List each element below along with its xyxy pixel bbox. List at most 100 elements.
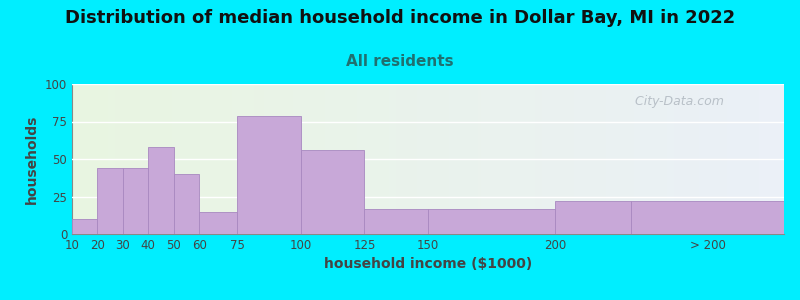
Bar xyxy=(645,84,649,234)
Bar xyxy=(759,84,762,234)
Bar xyxy=(450,84,453,234)
Bar xyxy=(146,84,150,234)
Bar xyxy=(538,84,542,234)
Bar xyxy=(107,84,111,234)
Bar xyxy=(218,84,222,234)
Bar xyxy=(762,84,766,234)
Bar xyxy=(567,84,570,234)
Bar xyxy=(710,84,713,234)
Bar xyxy=(588,84,592,234)
Bar xyxy=(627,84,631,234)
Bar xyxy=(264,84,268,234)
Bar xyxy=(766,84,770,234)
Text: Distribution of median household income in Dollar Bay, MI in 2022: Distribution of median household income … xyxy=(65,9,735,27)
Bar xyxy=(136,84,140,234)
Text: All residents: All residents xyxy=(346,54,454,69)
Bar xyxy=(101,84,104,234)
Bar xyxy=(364,84,367,234)
Bar xyxy=(631,201,784,234)
Bar xyxy=(168,84,172,234)
Bar xyxy=(154,84,158,234)
Bar xyxy=(214,84,218,234)
Bar xyxy=(706,84,710,234)
Bar xyxy=(777,84,781,234)
Bar xyxy=(229,84,232,234)
Bar xyxy=(514,84,517,234)
Bar xyxy=(485,84,489,234)
Bar xyxy=(574,84,578,234)
Bar xyxy=(489,84,492,234)
Bar xyxy=(129,84,133,234)
Bar xyxy=(478,84,482,234)
Bar xyxy=(698,84,702,234)
Bar xyxy=(318,84,321,234)
Bar xyxy=(555,201,631,234)
Bar xyxy=(222,84,225,234)
X-axis label: household income ($1000): household income ($1000) xyxy=(324,257,532,272)
Bar xyxy=(314,84,318,234)
Bar xyxy=(695,84,698,234)
Bar xyxy=(325,84,328,234)
Bar xyxy=(357,84,360,234)
Bar xyxy=(453,84,457,234)
Bar xyxy=(510,84,514,234)
Bar xyxy=(94,84,97,234)
Bar xyxy=(742,84,745,234)
Bar xyxy=(207,84,211,234)
Bar xyxy=(634,84,638,234)
Bar xyxy=(666,84,670,234)
Bar xyxy=(365,208,428,234)
Bar xyxy=(174,174,199,234)
Bar xyxy=(386,84,389,234)
Bar xyxy=(770,84,774,234)
Bar xyxy=(421,84,425,234)
Bar xyxy=(86,84,90,234)
Bar xyxy=(534,84,538,234)
Bar xyxy=(232,84,236,234)
Bar xyxy=(282,84,286,234)
Bar xyxy=(428,208,555,234)
Bar xyxy=(496,84,499,234)
Bar xyxy=(752,84,755,234)
Bar xyxy=(271,84,275,234)
Bar xyxy=(310,84,314,234)
Bar xyxy=(261,84,264,234)
Bar xyxy=(182,84,186,234)
Bar xyxy=(734,84,738,234)
Bar xyxy=(104,84,107,234)
Bar xyxy=(467,84,470,234)
Bar xyxy=(749,84,752,234)
Bar xyxy=(239,84,243,234)
Bar xyxy=(642,84,645,234)
Bar xyxy=(275,84,278,234)
Bar xyxy=(606,84,610,234)
Bar xyxy=(140,84,143,234)
Bar xyxy=(517,84,521,234)
Bar xyxy=(143,84,146,234)
Bar xyxy=(204,84,207,234)
Bar xyxy=(354,84,357,234)
Bar xyxy=(118,84,122,234)
Bar xyxy=(179,84,182,234)
Bar xyxy=(474,84,478,234)
Bar xyxy=(670,84,674,234)
Bar xyxy=(418,84,421,234)
Bar xyxy=(592,84,595,234)
Bar xyxy=(677,84,681,234)
Bar xyxy=(72,84,75,234)
Bar xyxy=(303,84,307,234)
Bar xyxy=(254,84,257,234)
Bar xyxy=(238,116,301,234)
Bar xyxy=(278,84,282,234)
Bar xyxy=(382,84,386,234)
Bar xyxy=(175,84,179,234)
Bar xyxy=(442,84,446,234)
Bar xyxy=(79,84,82,234)
Bar xyxy=(225,84,229,234)
Bar xyxy=(563,84,567,234)
Bar xyxy=(374,84,378,234)
Bar xyxy=(425,84,428,234)
Bar xyxy=(681,84,684,234)
Bar xyxy=(126,84,129,234)
Bar xyxy=(360,84,364,234)
